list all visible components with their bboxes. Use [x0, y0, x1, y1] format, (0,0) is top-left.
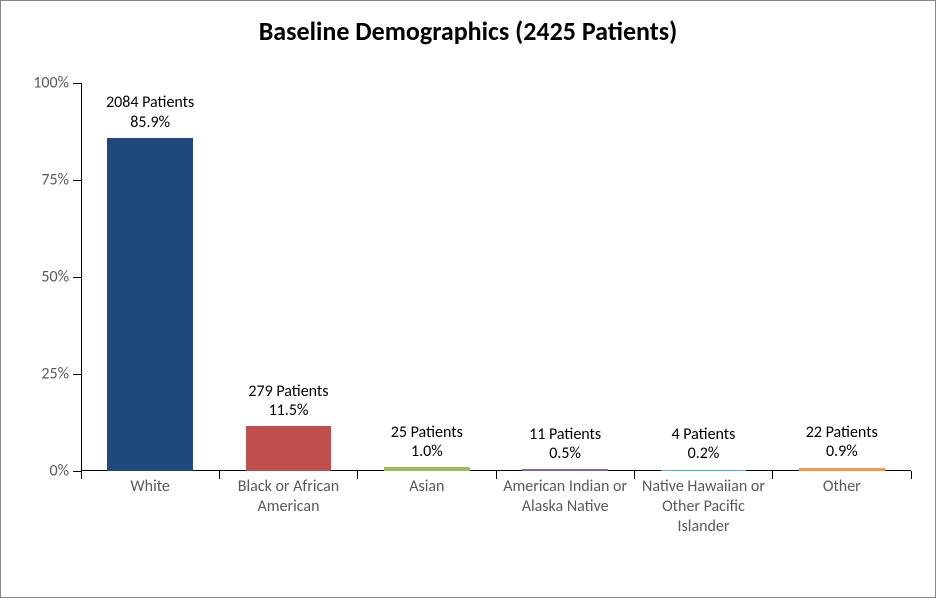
bar-slot: 22 Patients0.9%: [773, 83, 911, 471]
x-axis-category-label: Asian: [358, 477, 496, 537]
bar-slot: 25 Patients1.0%: [358, 83, 496, 471]
bar-data-label-line2: 85.9%: [106, 113, 194, 132]
bar-data-label-line1: 279 Patients: [248, 382, 328, 401]
bar: 4 Patients0.2%: [661, 470, 747, 472]
y-axis-tick: [73, 277, 81, 278]
bar-data-label: 2084 Patients85.9%: [106, 93, 194, 131]
chart-frame: Baseline Demographics (2425 Patients) 20…: [0, 0, 936, 598]
bar-slot: 4 Patients0.2%: [634, 83, 772, 471]
bar-data-label-line2: 0.9%: [806, 442, 878, 461]
bar-data-label: 22 Patients0.9%: [806, 423, 878, 461]
bar-data-label-line1: 2084 Patients: [106, 93, 194, 112]
bars-container: 2084 Patients85.9% 279 Patients11.5% 25 Pa…: [81, 83, 911, 471]
bar-slot: 279 Patients11.5%: [219, 83, 357, 471]
bar: 22 Patients0.9%: [799, 468, 885, 471]
bar-data-label: 279 Patients11.5%: [248, 382, 328, 420]
bar: 2084 Patients85.9%: [107, 138, 193, 471]
x-axis-category-text: Asian: [409, 477, 444, 496]
bar-data-label-line2: 11.5%: [248, 401, 328, 420]
x-axis-category-text: White: [130, 477, 169, 496]
x-axis-category-label: White: [81, 477, 219, 537]
x-axis-category-text: American Indian or Alaska Native: [503, 477, 627, 516]
bar-data-label: 25 Patients1.0%: [391, 423, 463, 461]
x-axis-category-label: Native Hawaiian or Other Pacific Islande…: [634, 477, 772, 537]
bar-data-label-line2: 0.2%: [672, 444, 736, 463]
y-axis-tick: [73, 180, 81, 181]
x-axis-labels: White Black or African American Asian Ameri…: [81, 477, 911, 537]
plot-area: 2084 Patients85.9% 279 Patients11.5% 25 Pa…: [81, 83, 911, 471]
y-axis-tick: [73, 83, 81, 84]
bar-data-label-line1: 11 Patients: [529, 425, 601, 444]
bar-slot: 2084 Patients85.9%: [81, 83, 219, 471]
y-axis-tick: [73, 374, 81, 375]
bar-data-label-line1: 25 Patients: [391, 423, 463, 442]
bar-data-label-line2: 0.5%: [529, 444, 601, 463]
bar: 25 Patients1.0%: [384, 467, 470, 471]
x-axis-category-label: American Indian or Alaska Native: [496, 477, 634, 537]
bar: 11 Patients0.5%: [522, 469, 608, 471]
y-axis-tick-label: 0%: [49, 462, 69, 481]
y-axis-tick-label: 50%: [41, 268, 69, 287]
y-axis-tick-label: 75%: [41, 171, 69, 190]
bar-slot: 11 Patients0.5%: [496, 83, 634, 471]
x-axis-category-text: Other: [823, 477, 861, 496]
bar-data-label-line2: 1.0%: [391, 442, 463, 461]
bar-data-label-line1: 4 Patients: [672, 425, 736, 444]
bar-data-label: 11 Patients0.5%: [529, 425, 601, 463]
bar: 279 Patients11.5%: [246, 426, 332, 471]
y-axis-tick-label: 25%: [41, 365, 69, 384]
x-axis-category-label: Black or African American: [219, 477, 357, 537]
bar-data-label: 4 Patients0.2%: [672, 425, 736, 463]
y-axis-tick-label: 100%: [33, 74, 69, 93]
bar-data-label-line1: 22 Patients: [806, 423, 878, 442]
x-axis-category-text: Native Hawaiian or Other Pacific Islande…: [642, 477, 765, 536]
x-axis-category-label: Other: [773, 477, 911, 537]
x-axis-category-text: Black or African American: [238, 477, 339, 516]
chart-title: Baseline Demographics (2425 Patients): [1, 15, 935, 47]
